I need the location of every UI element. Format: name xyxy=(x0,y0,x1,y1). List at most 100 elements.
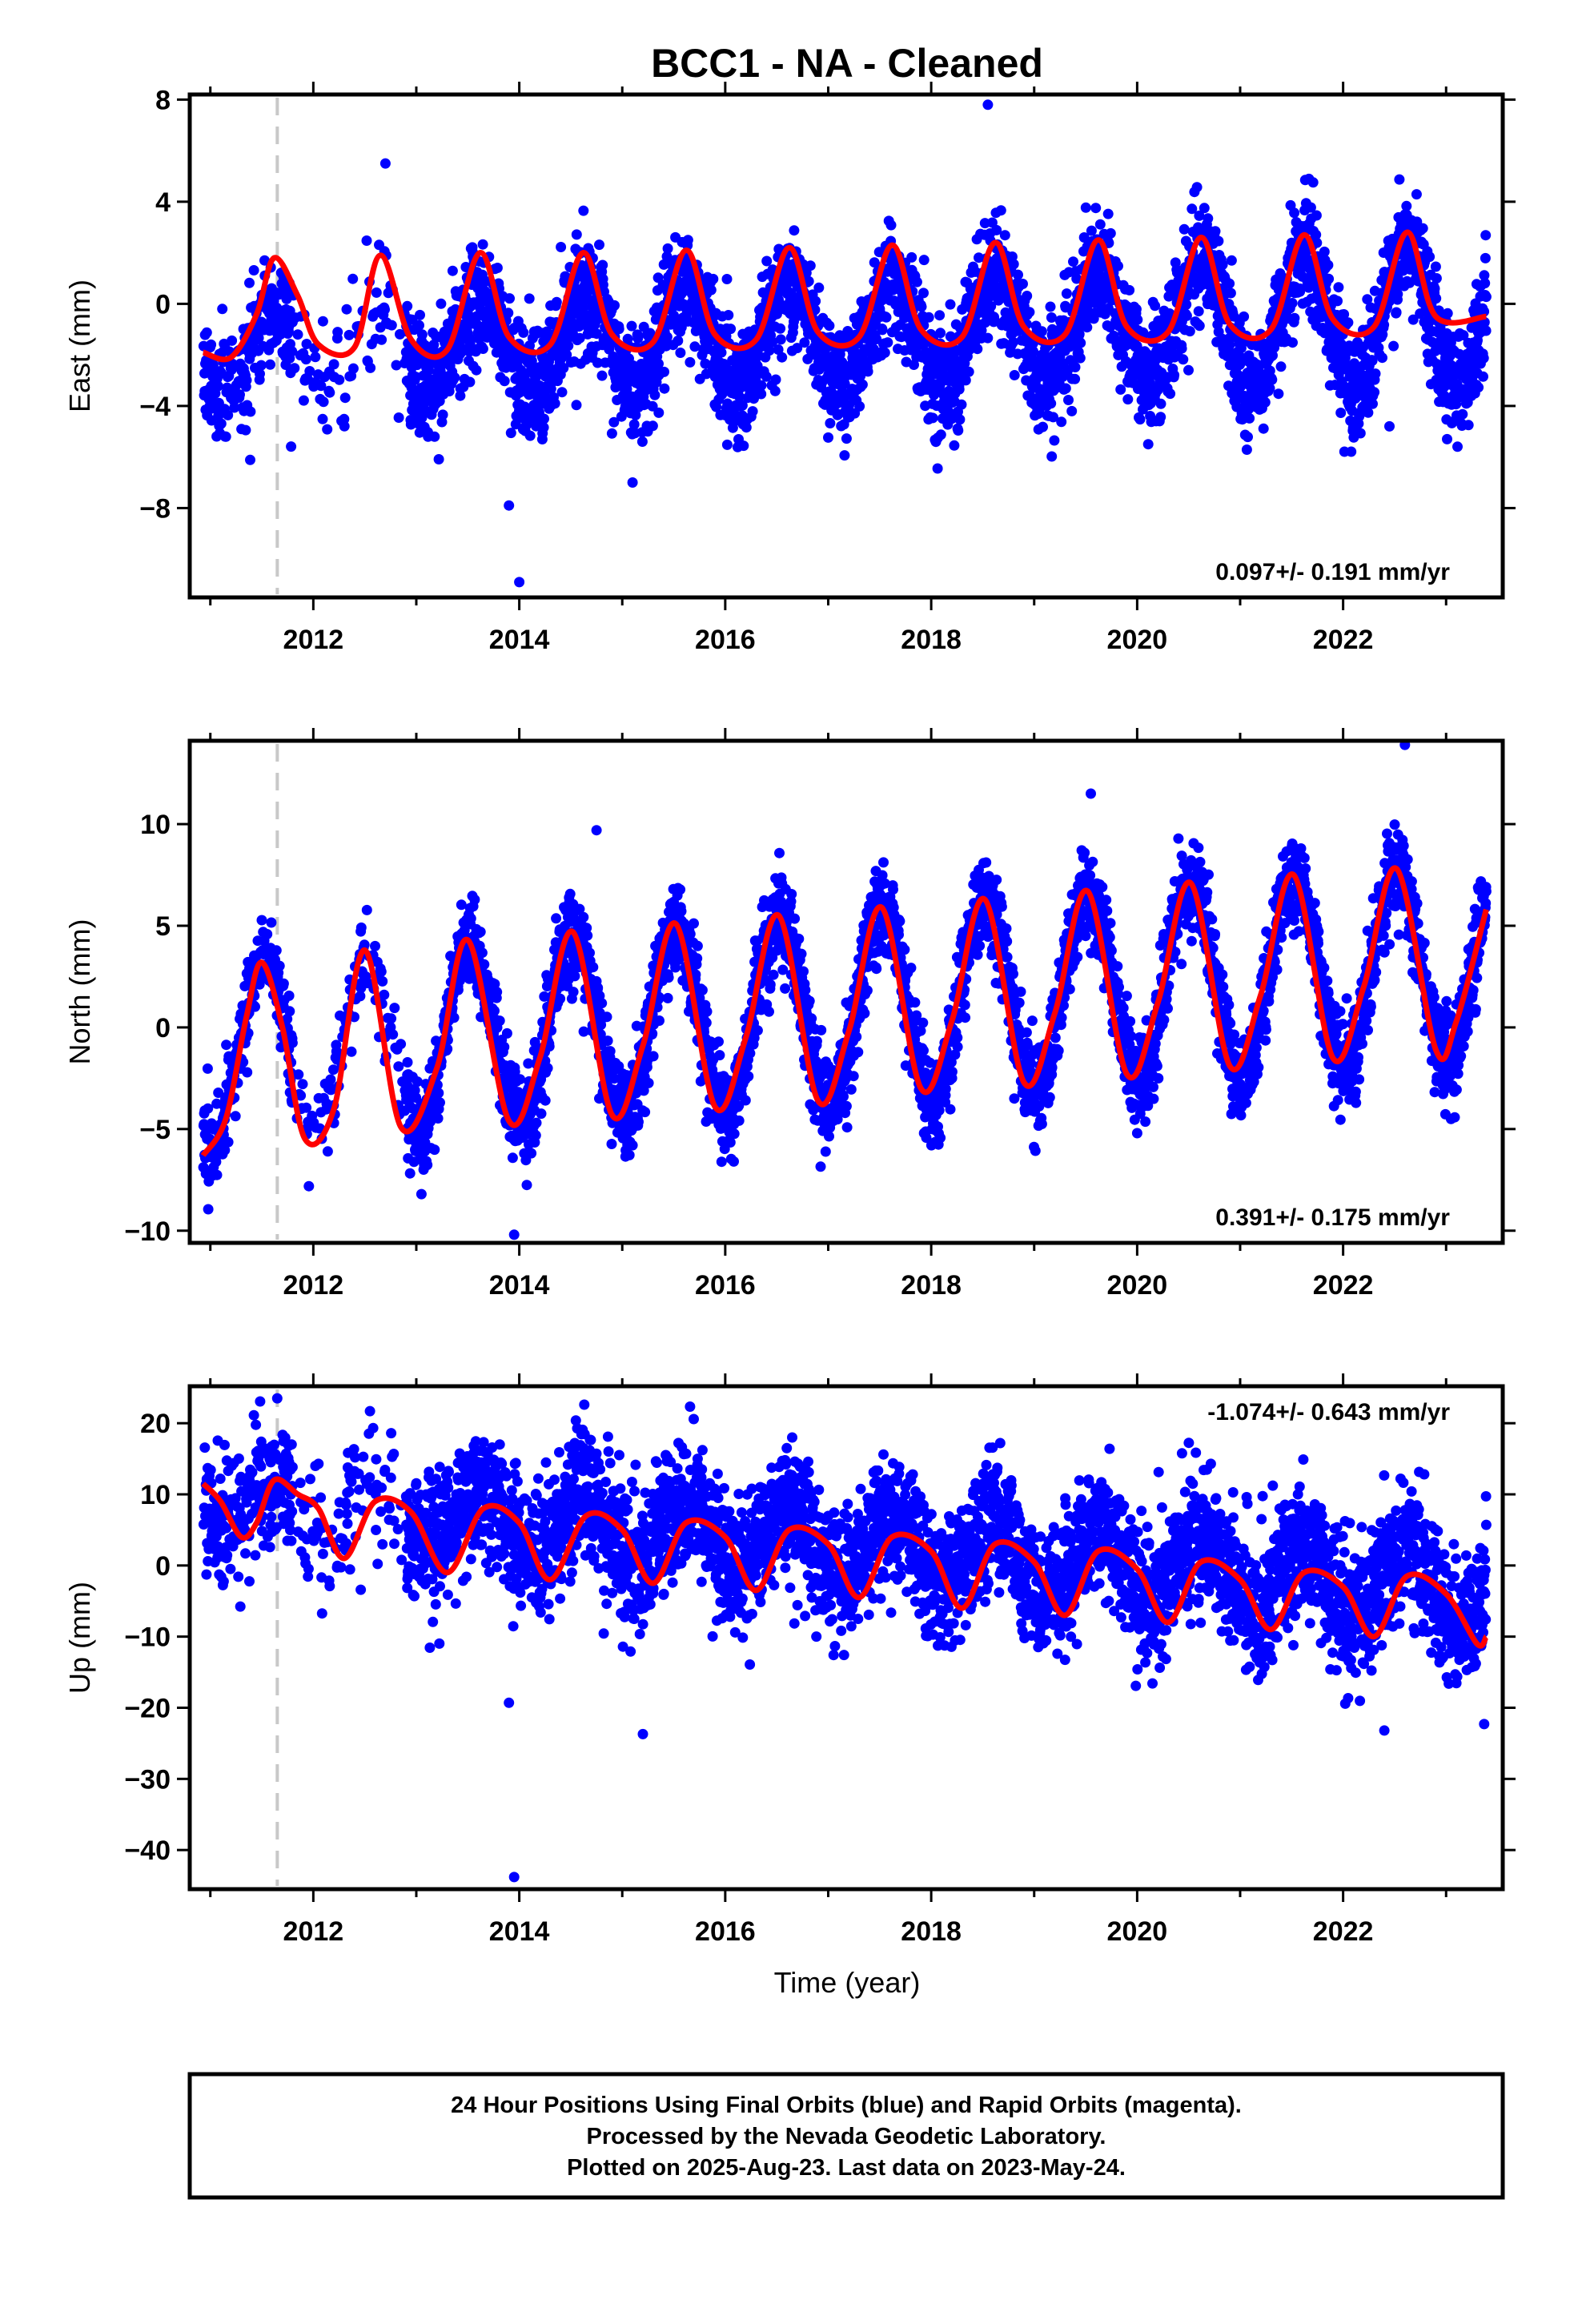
data-point xyxy=(1333,282,1344,293)
data-point xyxy=(211,1169,223,1180)
data-point xyxy=(415,309,425,320)
data-point xyxy=(721,274,733,284)
data-point xyxy=(1194,210,1205,221)
x-tick-label: 2014 xyxy=(489,625,550,655)
data-point xyxy=(1155,398,1166,409)
data-point xyxy=(293,1069,304,1080)
data-point xyxy=(416,329,428,340)
data-point xyxy=(1181,299,1192,310)
data-point xyxy=(437,409,448,420)
data-point xyxy=(1479,306,1490,317)
data-point xyxy=(1191,182,1203,193)
data-point xyxy=(738,440,749,452)
data-point xyxy=(1046,312,1057,323)
data-point xyxy=(1178,354,1189,365)
data-point xyxy=(287,346,298,357)
data-point xyxy=(1394,174,1405,185)
data-point xyxy=(596,370,608,381)
data-point xyxy=(923,312,934,323)
data-point xyxy=(499,376,510,387)
data-point xyxy=(1070,373,1081,384)
data-point xyxy=(932,463,943,474)
data-point xyxy=(386,1013,397,1024)
data-point xyxy=(1243,432,1253,443)
data-point xyxy=(1311,210,1322,221)
data-point xyxy=(248,265,259,275)
data-point xyxy=(301,339,312,349)
data-point xyxy=(1070,362,1081,372)
data-point xyxy=(613,324,624,335)
data-point xyxy=(881,312,892,323)
data-point xyxy=(556,242,567,252)
data-point xyxy=(1046,398,1057,409)
data-point xyxy=(649,389,661,400)
data-point xyxy=(1379,320,1390,331)
data-point xyxy=(1363,407,1374,418)
scatter-points xyxy=(198,741,1492,1240)
data-point xyxy=(756,388,767,400)
y-tick-label: −8 xyxy=(139,493,171,524)
data-point xyxy=(854,400,865,412)
data-point xyxy=(626,320,637,332)
data-point xyxy=(1090,203,1102,214)
data-point xyxy=(574,332,585,344)
data-point xyxy=(221,1039,232,1051)
data-point xyxy=(647,420,658,432)
data-point xyxy=(215,418,227,429)
data-point xyxy=(503,308,514,319)
data-point xyxy=(452,984,464,995)
data-point xyxy=(428,340,440,350)
data-point xyxy=(956,399,967,410)
data-point xyxy=(479,959,490,970)
data-point xyxy=(825,418,836,428)
data-point xyxy=(551,296,562,308)
data-point xyxy=(1046,451,1058,462)
data-point xyxy=(879,347,890,358)
data-point xyxy=(455,975,465,986)
data-point xyxy=(577,303,588,314)
data-point xyxy=(1008,259,1019,270)
data-point xyxy=(606,428,617,439)
data-point xyxy=(960,375,971,386)
data-point xyxy=(661,332,673,343)
data-point xyxy=(1319,246,1330,257)
data-point xyxy=(1407,314,1419,325)
data-point xyxy=(844,400,854,411)
data-point xyxy=(538,422,549,433)
data-point xyxy=(376,334,387,345)
data-point xyxy=(813,282,825,293)
data-point xyxy=(241,375,252,386)
data-point xyxy=(1226,255,1237,266)
data-point xyxy=(839,378,850,389)
data-point xyxy=(404,1168,416,1179)
data-point xyxy=(1184,326,1195,337)
data-point xyxy=(1171,267,1182,278)
data-point xyxy=(213,1088,224,1098)
data-point xyxy=(1367,398,1378,409)
data-point xyxy=(1155,412,1166,423)
data-point xyxy=(477,344,488,354)
data-point xyxy=(1480,278,1491,289)
data-point xyxy=(278,978,289,989)
data-point xyxy=(721,439,733,450)
data-point xyxy=(982,332,994,344)
data-point xyxy=(1134,414,1146,425)
data-point xyxy=(449,372,460,383)
data-point xyxy=(1391,307,1402,318)
data-point xyxy=(673,336,684,346)
data-point xyxy=(254,979,265,990)
data-point xyxy=(571,400,582,411)
x-tick-label: 2012 xyxy=(283,625,344,655)
data-point xyxy=(521,1180,532,1191)
data-point xyxy=(769,385,781,396)
data-point xyxy=(284,1006,295,1017)
data-point xyxy=(935,328,946,339)
data-point xyxy=(1323,273,1335,284)
data-point xyxy=(591,328,602,340)
data-point xyxy=(464,376,476,388)
data-point xyxy=(877,324,888,336)
data-point xyxy=(609,300,620,311)
data-point xyxy=(1066,405,1078,416)
data-point xyxy=(1424,251,1435,263)
